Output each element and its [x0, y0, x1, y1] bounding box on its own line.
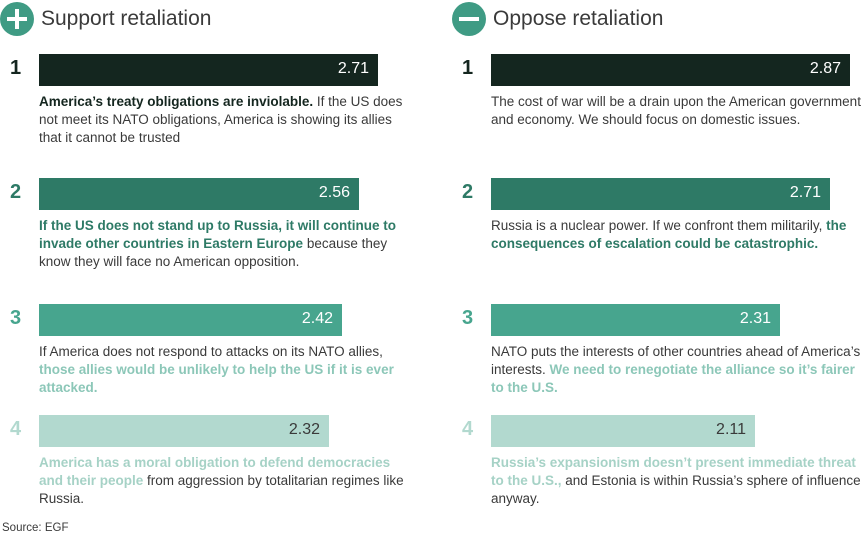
description-highlight: America’s treaty obligations are inviola…: [39, 94, 314, 109]
bar-value-label: 2.11: [716, 421, 746, 438]
rank-label: 1: [10, 57, 22, 79]
bar-value-label: 2.56: [318, 184, 350, 201]
bar: 2.71: [39, 54, 378, 86]
bar: 2.42: [39, 304, 342, 336]
item-description: NATO puts the interests of other countri…: [491, 343, 863, 397]
bar-value-label: 2.42: [301, 310, 333, 327]
description-text: If America does not respond to attacks o…: [39, 344, 383, 359]
description-text: NATO puts the interests of other countri…: [491, 344, 861, 377]
item-description: If the US does not stand up to Russia, i…: [39, 217, 411, 271]
description-highlight: If the US does not stand up to Russia, i…: [39, 218, 397, 251]
item-description: If America does not respond to attacks o…: [39, 343, 411, 397]
rank-label: 3: [10, 307, 22, 329]
description-highlight: We need to renegotiate the alliance so i…: [491, 362, 855, 395]
rank-label: 4: [10, 418, 22, 440]
description-text: The cost of war will be a drain upon the…: [491, 94, 861, 127]
description-highlight: those allies would be unlikely to help t…: [39, 362, 394, 395]
rank-label: 2: [462, 181, 474, 203]
description-text: from aggression by totalitarian regimes …: [39, 473, 404, 506]
bar-value-label: 2.71: [337, 60, 369, 77]
source-note: Source: EGF: [2, 522, 69, 534]
description-text: because they know they will face no Amer…: [39, 236, 388, 269]
bar: 2.71: [491, 178, 830, 210]
description-highlight: Russia’s expansionism doesn’t present im…: [491, 455, 856, 488]
rank-label: 3: [462, 307, 474, 329]
item-description: America has a moral obligation to defend…: [39, 454, 411, 508]
description-highlight: America has a moral obligation to defend…: [39, 455, 391, 488]
oppose-panel: Oppose retaliation 1 2.87 The cost of war …: [452, 0, 867, 515]
minus-icon: [452, 2, 486, 36]
description-text: Russia is a nuclear power. If we confron…: [491, 218, 827, 233]
oppose-header: Oppose retaliation: [452, 2, 663, 36]
bar: 2.56: [39, 178, 359, 210]
bar: 2.11: [491, 415, 755, 447]
item-description: Russia is a nuclear power. If we confron…: [491, 217, 863, 253]
rank-label: 4: [462, 418, 474, 440]
rank-label: 2: [10, 181, 22, 203]
plus-icon: [0, 2, 34, 36]
description-text: If the US does not meet its NATO obligat…: [39, 94, 403, 145]
bar-value-label: 2.32: [288, 421, 320, 438]
rank-label: 1: [462, 57, 474, 79]
bar: 2.32: [39, 415, 329, 447]
item-description: Russia’s expansionism doesn’t present im…: [491, 454, 863, 508]
item-description: America’s treaty obligations are inviola…: [39, 93, 411, 147]
oppose-title: Oppose retaliation: [493, 7, 664, 30]
support-panel: Support retaliation 1 2.71 America’s treat…: [0, 0, 420, 515]
item-description: The cost of war will be a drain upon the…: [491, 93, 863, 129]
bar: 2.87: [491, 54, 850, 86]
description-text: and Estonia is within Russia’s sphere of…: [491, 473, 861, 506]
description-highlight: the consequences of escalation could be …: [491, 218, 847, 251]
bar-value-label: 2.87: [809, 60, 841, 77]
bar-value-label: 2.31: [739, 310, 771, 327]
support-header: Support retaliation: [0, 2, 211, 36]
support-title: Support retaliation: [41, 7, 212, 30]
bar-value-label: 2.71: [789, 184, 821, 201]
bar: 2.31: [491, 304, 780, 336]
